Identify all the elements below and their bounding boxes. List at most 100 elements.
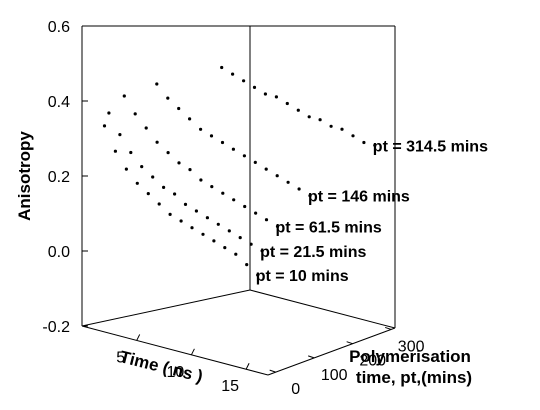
data-point — [254, 211, 258, 215]
data-point — [166, 96, 170, 100]
data-point — [307, 115, 311, 119]
data-point — [201, 232, 205, 236]
data-point — [135, 181, 139, 185]
data-point — [177, 106, 181, 111]
data-point — [274, 95, 278, 99]
data-point — [242, 154, 246, 158]
data-point — [157, 202, 161, 206]
data-point — [146, 192, 150, 196]
data-point — [194, 209, 198, 213]
data-point — [188, 117, 192, 121]
data-points — [102, 65, 377, 277]
data-point — [252, 85, 257, 89]
data-point — [113, 149, 117, 153]
y-tick-label: 300 — [398, 338, 425, 355]
data-point — [220, 65, 224, 70]
data-point — [220, 140, 225, 145]
anisotropy-axis-ticks: 0.6 0.4 0.2 0.0 -0.2 — [42, 19, 88, 336]
floor-back-right-edge — [249, 289, 396, 329]
floor-back-left-edge — [81, 289, 251, 327]
z-tick-label: 0.0 — [48, 244, 70, 261]
floor-front-time-axis — [81, 325, 269, 376]
data-point — [122, 94, 126, 98]
data-point — [243, 204, 247, 209]
y-tick-label: 0 — [291, 381, 300, 398]
data-point — [260, 249, 264, 253]
chart-frame — [81, 25, 396, 376]
y-tick-mark — [308, 355, 315, 359]
data-point — [188, 168, 192, 172]
x-tick-label: 15 — [221, 378, 239, 395]
x-tick-mark — [190, 348, 195, 356]
data-point — [318, 118, 322, 122]
data-point — [373, 143, 377, 147]
z-tick-label: 0.2 — [48, 169, 70, 186]
data-point — [264, 218, 269, 222]
data-point — [140, 165, 144, 169]
data-point — [210, 185, 214, 189]
data-point — [212, 239, 216, 243]
series-label: pt = 146 mins — [308, 189, 410, 206]
data-point — [168, 212, 172, 216]
data-point — [329, 124, 333, 128]
data-point — [242, 79, 246, 83]
pt-axis-ticks: 0 100 200 300 — [269, 326, 425, 398]
data-point — [155, 140, 159, 144]
series-label: pt = 21.5 mins — [260, 244, 366, 261]
series-label: pt = 314.5 mins — [373, 138, 488, 155]
x-axis-title: Time ( ns ) — [118, 347, 205, 386]
data-point — [144, 126, 148, 130]
data-point — [297, 187, 301, 191]
data-point — [129, 150, 133, 155]
y-axis-title-line1: Polymerisation — [349, 347, 471, 366]
data-point — [231, 147, 235, 151]
data-point — [308, 194, 312, 198]
data-point — [264, 167, 268, 171]
data-point — [234, 252, 238, 256]
data-point — [351, 134, 355, 138]
x-tick-label: 10 — [167, 364, 185, 381]
series-label: pt = 10 mins — [256, 268, 349, 285]
data-point — [263, 92, 267, 96]
data-point — [296, 108, 300, 112]
time-axis-ticks: 5 10 15 — [116, 334, 250, 395]
x-tick-mark — [136, 334, 141, 341]
data-point — [177, 161, 181, 165]
data-point — [223, 246, 227, 250]
data-point — [183, 202, 188, 206]
z-tick-label: 0.6 — [48, 19, 70, 36]
data-point — [221, 191, 225, 195]
data-point — [285, 101, 289, 106]
data-point — [173, 192, 177, 196]
data-point — [102, 124, 107, 128]
z-axis-title: Anisotropy — [15, 131, 34, 221]
y-tick-label: 100 — [321, 367, 348, 384]
data-point — [286, 180, 290, 184]
data-point — [190, 226, 194, 230]
data-point — [205, 216, 209, 220]
series-labels: pt = 10 mins pt = 21.5 mins pt = 61.5 mins… — [256, 138, 488, 285]
data-point — [238, 236, 242, 240]
z-tick-label: 0.4 — [48, 94, 70, 111]
data-point — [124, 167, 128, 171]
floor-front-pt-axis — [267, 327, 396, 376]
data-point — [362, 140, 366, 145]
data-point — [275, 174, 279, 178]
y-tick-mark — [384, 326, 392, 330]
data-point — [209, 134, 214, 138]
data-point — [133, 112, 137, 116]
x-tick-label: 5 — [116, 349, 125, 366]
data-point — [245, 263, 249, 267]
y-tick-mark — [269, 369, 276, 373]
data-point — [162, 185, 166, 189]
z-tick-label: -0.2 — [42, 319, 70, 336]
series-label: pt = 61.5 mins — [276, 219, 382, 236]
y-tick-label: 200 — [359, 353, 386, 370]
data-point — [166, 151, 170, 155]
data-point — [256, 273, 260, 277]
data-point — [199, 178, 203, 182]
data-point — [232, 198, 236, 202]
data-point — [155, 82, 159, 86]
data-point — [199, 127, 203, 131]
